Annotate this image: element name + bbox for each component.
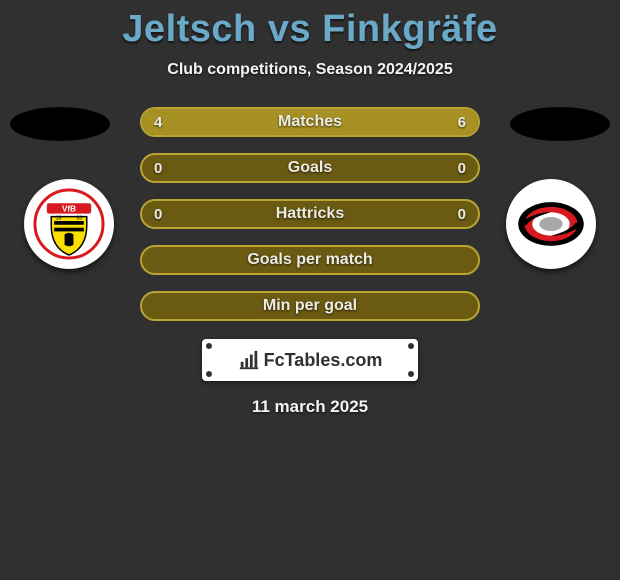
stat-bar: 0 0Goals — [140, 153, 480, 183]
right-shadow-ellipse — [510, 107, 610, 141]
stat-bar: 0 0Hattricks — [140, 199, 480, 229]
page-subtitle: Club competitions, Season 2024/2025 — [0, 61, 620, 79]
footer-date: 11 march 2025 — [0, 397, 620, 417]
stat-label: Min per goal — [142, 293, 478, 319]
stat-value-left: 0 — [154, 201, 162, 227]
corner-dot — [206, 371, 212, 377]
hurricane-crest-icon — [512, 185, 590, 263]
vfb-crest-icon: VfB 18 93 — [32, 187, 106, 261]
stat-value-right: 0 — [458, 155, 466, 181]
stat-bar: 46Matches — [140, 107, 480, 137]
corner-dot — [206, 343, 212, 349]
stat-bars: 46Matches00Goals00HattricksGoals per mat… — [140, 107, 480, 321]
corner-dot — [408, 371, 414, 377]
svg-text:18: 18 — [56, 216, 62, 222]
bar-chart-icon — [238, 349, 260, 371]
comparison-card: Jeltsch vs Finkgräfe Club competitions, … — [0, 0, 620, 580]
brand-box: FcTables.com — [202, 339, 418, 381]
stat-bar: Min per goal — [140, 291, 480, 321]
page-title: Jeltsch vs Finkgräfe — [0, 0, 620, 51]
corner-dot — [408, 343, 414, 349]
bar-fill-right — [276, 109, 478, 135]
brand-text: FcTables.com — [264, 350, 383, 371]
content-area: VfB 18 93 46Matches00Goals00HattricksG — [0, 107, 620, 417]
stat-label: Goals per match — [142, 247, 478, 273]
right-team-crest — [506, 179, 596, 269]
stat-value-right: 0 — [458, 201, 466, 227]
svg-text:93: 93 — [76, 216, 82, 222]
stat-label: Goals — [142, 155, 478, 181]
stat-value-right: 6 — [458, 109, 466, 135]
stat-value-left: 4 — [154, 109, 162, 135]
left-shadow-ellipse — [10, 107, 110, 141]
stat-bar: Goals per match — [140, 245, 480, 275]
svg-text:VfB: VfB — [62, 204, 76, 213]
left-team-crest: VfB 18 93 — [24, 179, 114, 269]
stat-value-left: 0 — [154, 155, 162, 181]
stat-label: Hattricks — [142, 201, 478, 227]
